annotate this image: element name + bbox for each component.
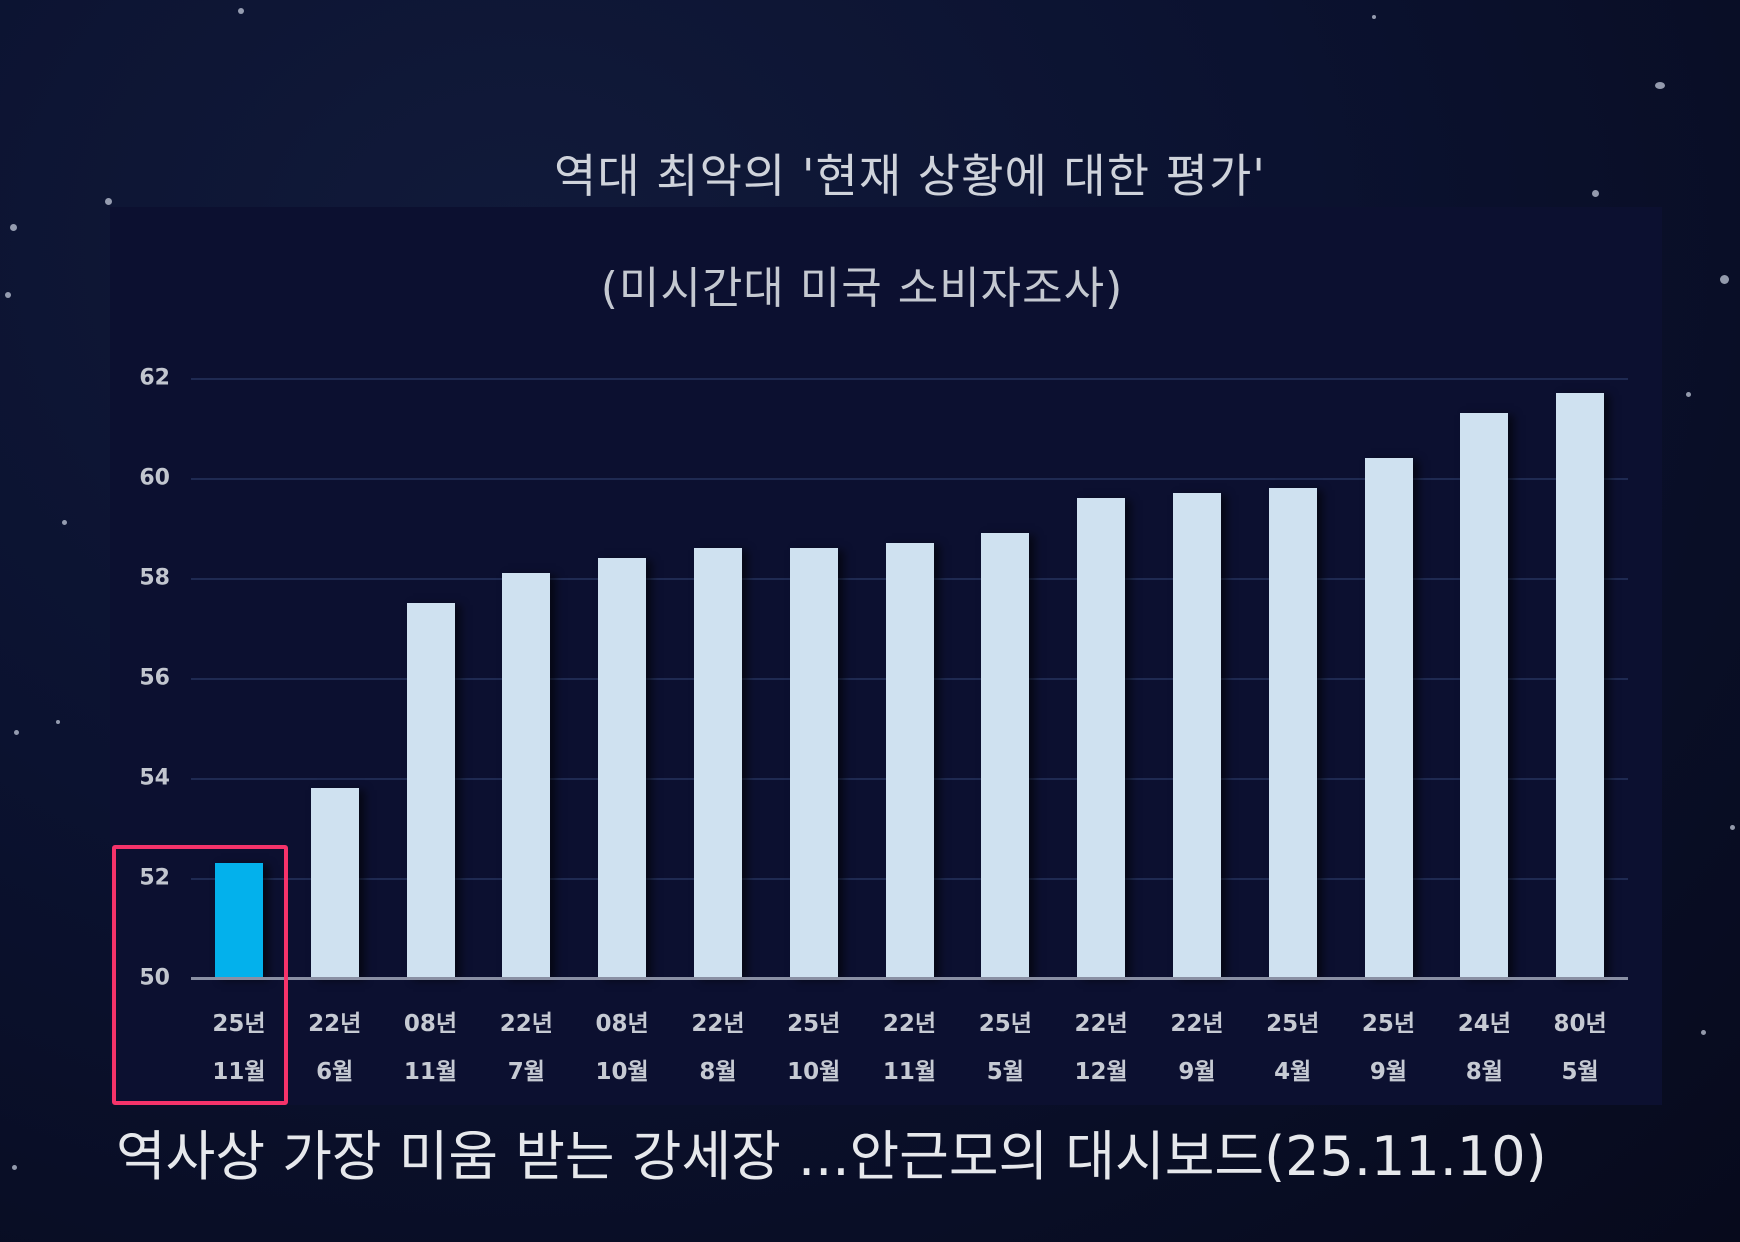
x-tick-month: 11월: [403, 1059, 458, 1085]
bar: [1268, 488, 1317, 978]
star-decoration: [1372, 15, 1376, 19]
x-tick-year: 22년: [1074, 1011, 1128, 1037]
x-tick-year: 80년: [1553, 1011, 1607, 1037]
x-tick-year: 24년: [1457, 1011, 1511, 1037]
x-tick-month: 5월: [986, 1059, 1024, 1085]
bar: [406, 603, 455, 978]
y-tick-label: 62: [139, 365, 170, 391]
bar: [598, 558, 647, 978]
video-caption: 역사상 가장 미움 받는 강세장 ...안근모의 대시보드(25.11.10): [116, 1125, 1547, 1188]
x-tick-month: 7월: [507, 1059, 545, 1085]
star-decoration: [14, 730, 19, 735]
x-tick-month: 6월: [316, 1059, 354, 1085]
x-tick-year: 25년: [1361, 1011, 1416, 1037]
y-tick-label: 50: [139, 965, 170, 991]
x-tick-label: 22년 12월: [1053, 1000, 1149, 1096]
x-tick-year: 22년: [308, 1011, 362, 1037]
x-axis-line: [191, 977, 1628, 980]
bar: [885, 543, 934, 978]
x-tick-label: 08년 11월: [383, 1000, 479, 1096]
x-tick-label: 25년 5월: [957, 1000, 1053, 1096]
star-decoration: [105, 198, 112, 205]
x-tick-month: 8월: [1465, 1059, 1503, 1085]
chart-title: 역대 최악의 '현재 상황에 대한 평가': [554, 149, 1266, 203]
x-tick-label: 22년 8월: [670, 1000, 766, 1096]
y-tick-label: 52: [139, 865, 170, 891]
star-decoration: [5, 292, 11, 298]
x-tick-month: 10월: [787, 1059, 841, 1085]
x-tick-month: 9월: [1369, 1059, 1408, 1085]
x-tick-year: 08년: [403, 1011, 458, 1037]
x-tick-year: 22년: [691, 1011, 745, 1037]
y-tick-label: 54: [139, 765, 170, 791]
bar: [310, 788, 359, 978]
x-tick-label: 22년 7월: [478, 1000, 574, 1096]
x-tick-year: 22년: [499, 1011, 553, 1037]
x-tick-label: 22년 9월: [1149, 1000, 1245, 1096]
x-tick-month: 8월: [699, 1059, 737, 1085]
x-tick-month: 9월: [1178, 1059, 1216, 1085]
gridline: [191, 478, 1628, 480]
star-decoration: [56, 720, 60, 724]
x-tick-month: 11월: [212, 1059, 266, 1085]
x-tick-year: 22년: [882, 1011, 937, 1037]
star-decoration: [238, 8, 244, 14]
star-decoration: [62, 520, 67, 525]
x-tick-year: 25년: [1266, 1011, 1320, 1037]
bar: [1364, 458, 1413, 978]
star-decoration: [1730, 825, 1735, 830]
chart-subtitle-text: (미시간대 미국 소비자조사): [600, 263, 1124, 314]
bar: [1172, 493, 1221, 978]
star-decoration: [10, 224, 17, 231]
y-tick-label: 56: [139, 665, 170, 691]
star-decoration: [1701, 1030, 1706, 1035]
gridline: [191, 378, 1628, 380]
bar-series: [191, 378, 1628, 978]
bar: [789, 548, 838, 978]
x-tick-label: 22년 6월: [287, 1000, 383, 1096]
star-decoration: [1592, 190, 1599, 197]
x-tick-label: 25년 4월: [1245, 1000, 1341, 1096]
chart-subtitle: (미시간대 미국 소비자조사): [0, 252, 1740, 316]
bar: [1556, 393, 1605, 978]
bar: [981, 533, 1030, 978]
x-tick-month: 5월: [1561, 1059, 1599, 1085]
x-tick-month: 4월: [1274, 1059, 1312, 1085]
x-axis-labels: 25년 11월 22년 6월 08년 11월 22년 7월 08년 10월 22년 8월 25년 10월 2…: [191, 1000, 1628, 1090]
x-tick-label: 08년 10월: [574, 1000, 670, 1096]
bar: [693, 548, 742, 978]
x-tick-year: 25년: [212, 1011, 266, 1037]
y-tick-label: 58: [139, 565, 170, 591]
x-tick-year: 25년: [978, 1011, 1032, 1037]
star-decoration: [12, 1165, 17, 1170]
bar: [1460, 413, 1509, 978]
x-tick-label: 25년 9월: [1341, 1000, 1437, 1096]
x-tick-year: 22년: [1170, 1011, 1224, 1037]
x-tick-month: 10월: [595, 1059, 649, 1085]
x-tick-year: 08년: [595, 1011, 649, 1037]
x-tick-year: 25년: [787, 1011, 841, 1037]
x-tick-label: 25년 11월: [191, 1000, 287, 1096]
x-tick-label: 22년 11월: [862, 1000, 958, 1096]
bar: [1077, 498, 1126, 978]
bar: [502, 573, 551, 978]
x-tick-label: 24년 8월: [1436, 1000, 1532, 1096]
x-tick-label: 25년 10월: [766, 1000, 862, 1096]
x-axis: [191, 378, 1628, 980]
highlight-box: [112, 845, 288, 1105]
y-tick-label: 60: [139, 465, 170, 491]
bar-highlighted: [214, 863, 263, 978]
x-tick-month: 12월: [1074, 1059, 1128, 1085]
star-decoration: [1686, 392, 1691, 397]
x-tick-label: 80년 5월: [1532, 1000, 1628, 1096]
x-tick-month: 11월: [882, 1059, 937, 1085]
star-decoration: [1720, 275, 1729, 284]
star-decoration: [1655, 82, 1665, 89]
